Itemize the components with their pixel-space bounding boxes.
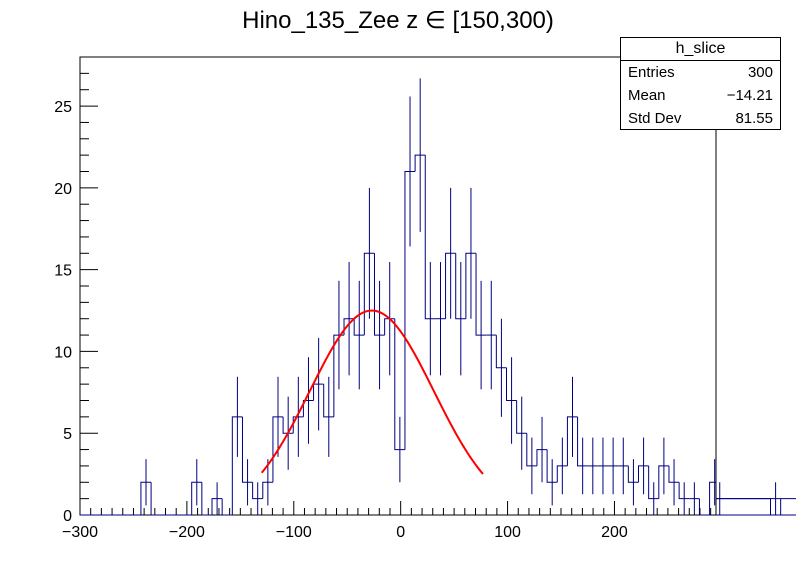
- histogram-bin: [221, 498, 233, 516]
- histogram-bin: [566, 416, 578, 466]
- histogram-bin: [638, 465, 649, 483]
- histogram-bin: [445, 252, 456, 319]
- histogram-bin: [282, 416, 294, 434]
- stats-row-stddev: Std Dev 81.55: [621, 107, 780, 130]
- plot-axes: [79, 56, 717, 516]
- histogram-bin: [140, 481, 152, 515]
- histogram-steps: [80, 154, 796, 516]
- fit-curve: [260, 309, 484, 475]
- tick-labels: −300 −200 −100 0 100 200 0 5 10 15 20 25: [54, 99, 628, 541]
- histogram-bin: [394, 318, 405, 451]
- histogram-bin: [546, 449, 558, 483]
- histogram-bin: [353, 318, 365, 336]
- histogram-bin: [231, 416, 243, 515]
- histogram-bin: [505, 367, 517, 401]
- stats-row-entries: Entries 300: [621, 61, 780, 84]
- x-tick-label: −200: [169, 524, 205, 541]
- stats-box: h_slice Entries 300 Mean −14.21 Std Dev …: [620, 37, 781, 130]
- x-tick-label: 200: [601, 524, 628, 541]
- histogram-bin: [536, 449, 548, 466]
- histogram-bin: [404, 171, 416, 450]
- y-tick-label: 15: [54, 263, 72, 280]
- y-tick-label: 10: [54, 344, 72, 361]
- histogram-bin: [292, 416, 304, 434]
- histogram-bin: [526, 433, 537, 467]
- histogram-bin: [668, 465, 680, 483]
- histogram-bin: [272, 416, 284, 483]
- y-tick-label: 20: [54, 181, 72, 198]
- stats-row-mean: Mean −14.21: [621, 84, 780, 107]
- histogram-bin: [516, 400, 527, 434]
- stats-box-title: h_slice: [621, 38, 780, 61]
- stats-value: −14.21: [726, 87, 773, 104]
- y-tick-label: 25: [54, 99, 72, 116]
- y-tick-label: 5: [63, 426, 72, 443]
- error-bars: [145, 78, 777, 515]
- histogram-bin: [363, 252, 375, 336]
- histogram-bin: [698, 498, 710, 516]
- histogram-bin: [577, 416, 588, 467]
- y-tick-label: 0: [63, 508, 72, 525]
- stats-value: 300: [747, 64, 773, 81]
- histogram-bin: [384, 318, 395, 336]
- histogram-bin: [716, 514, 796, 516]
- histogram-bin: [191, 481, 202, 515]
- x-tick-label: −100: [276, 524, 312, 541]
- x-tick-label: 100: [494, 524, 521, 541]
- histogram-bin: [648, 465, 659, 500]
- gaussian-fit-line: [260, 309, 484, 475]
- histogram-bin: [201, 482, 213, 516]
- histogram-bin: [323, 384, 334, 418]
- stats-label: Std Dev: [628, 110, 682, 127]
- histogram-bin: [150, 482, 162, 516]
- chart-title: Hino_135_Zee z ∈ [150,300): [242, 7, 554, 34]
- histogram-bin: [211, 498, 223, 515]
- histogram-bin: [475, 253, 487, 336]
- stats-value: 81.55: [735, 110, 773, 127]
- histogram-bin: [716, 498, 772, 515]
- histogram-bin: [373, 253, 385, 336]
- histogram-bin: [716, 498, 796, 500]
- x-tick-label: 0: [396, 524, 405, 541]
- histogram-bin: [556, 465, 568, 483]
- histogram-bin: [455, 253, 466, 320]
- histogram-bin: [424, 155, 436, 320]
- histogram-bin: [465, 252, 477, 319]
- histogram-bin: [414, 154, 426, 172]
- histogram-bin: [709, 481, 716, 515]
- x-tick-label: −300: [62, 524, 98, 541]
- stats-label: Entries: [628, 64, 675, 81]
- histogram-bin: [252, 482, 263, 500]
- histogram-bin: [262, 481, 273, 499]
- histogram-bin: [495, 335, 507, 369]
- histogram-bin: [627, 465, 639, 483]
- histogram-bin: [658, 465, 669, 499]
- histogram-bin: [302, 400, 314, 417]
- stats-label: Mean: [628, 87, 666, 104]
- histogram-bin: [678, 482, 690, 500]
- histogram-bin: [241, 416, 253, 483]
